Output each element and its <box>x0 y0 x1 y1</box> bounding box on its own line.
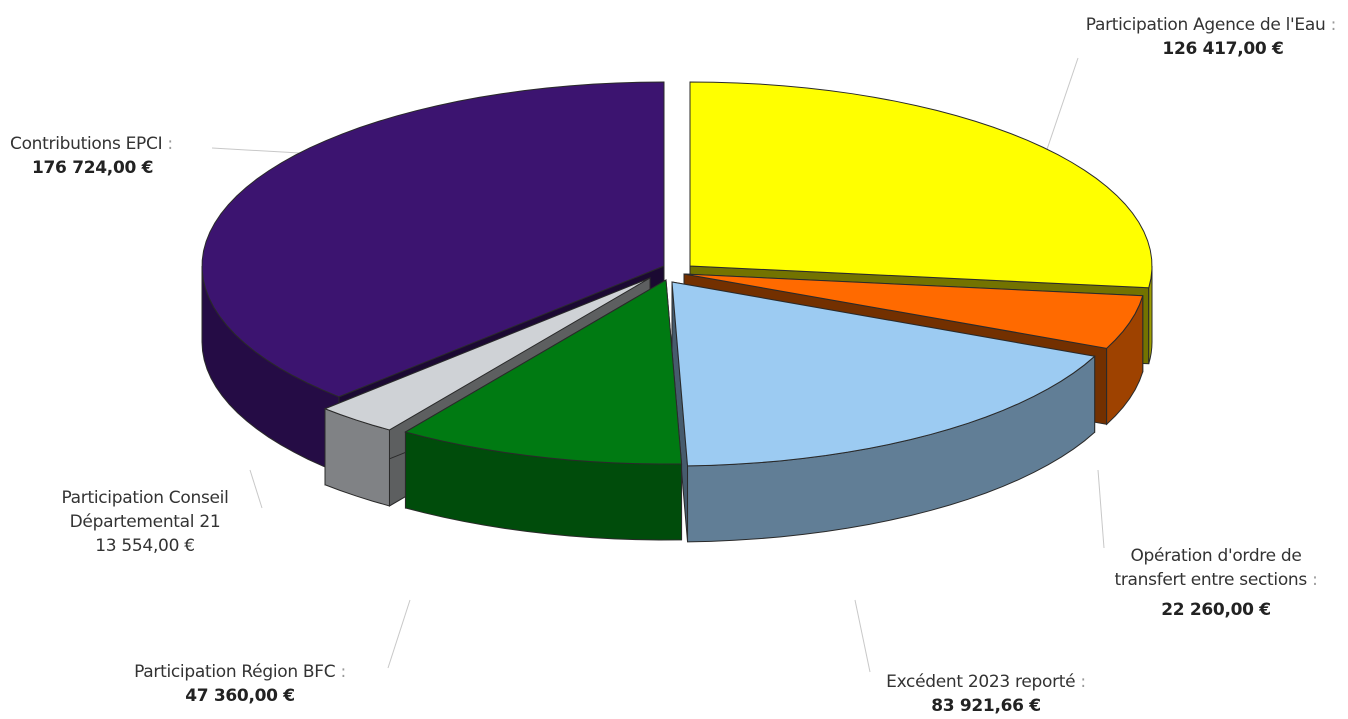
label-agence-amount: 126 417,00 € <box>1162 39 1284 59</box>
label-agence: Participation Agence de l'Eau : 126 417,… <box>1000 13 1337 61</box>
label-region: Participation Région BFC : 47 360,00 € <box>100 660 380 708</box>
pie-slice-excedent <box>671 281 1096 543</box>
label-operation-line2: transfert entre sections <box>1114 570 1307 590</box>
label-operation-line1: Opération d'ordre de <box>1130 546 1302 566</box>
leader-line-operation <box>1097 469 1105 549</box>
label-conseil-line2: Départemental 21 <box>69 512 221 532</box>
pie-slice-top-conseil <box>323 277 651 431</box>
label-agence-colon: : <box>1330 15 1337 35</box>
leader-line-excedent <box>854 599 871 673</box>
pie-slice-top-agence <box>689 81 1153 289</box>
label-excedent-amount: 83 921,66 € <box>931 696 1041 716</box>
label-region-name: Participation Région BFC <box>134 662 336 682</box>
pie-slice-region <box>404 279 683 541</box>
pie-slice-top-excedent <box>671 281 1096 467</box>
pie-slice-top-epci <box>201 81 665 398</box>
leader-line-region <box>387 599 411 669</box>
label-excedent: Excédent 2023 reporté : 83 921,66 € <box>860 670 1112 718</box>
label-agence-name: Participation Agence de l'Eau <box>1085 15 1326 35</box>
label-conseil-line1: Participation Conseil <box>61 488 229 508</box>
label-conseil-amount: 13 554,00 € <box>95 536 195 556</box>
pie-slice-top-region <box>404 279 683 465</box>
pie-slices <box>201 81 1153 543</box>
label-region-amount: 47 360,00 € <box>185 686 295 706</box>
label-epci-amount: 176 724,00 € <box>32 158 154 178</box>
label-epci-colon: : <box>167 134 173 154</box>
label-operation-colon: : <box>1312 570 1318 590</box>
label-epci-name: Contributions EPCI <box>10 134 163 154</box>
label-excedent-colon: : <box>1080 672 1086 692</box>
pie-slice-top-operation <box>683 273 1144 349</box>
label-operation-amount: 22 260,00 € <box>1161 600 1271 620</box>
label-region-colon: : <box>340 662 346 682</box>
label-operation: Opération d'ordre de transfert entre sec… <box>1090 544 1342 622</box>
leader-line-conseil <box>249 469 263 509</box>
label-conseil: Participation Conseil Départemental 21 1… <box>20 486 270 558</box>
label-excedent-name: Excédent 2023 reporté <box>886 672 1076 692</box>
label-epci: Contributions EPCI : 176 724,00 € <box>10 132 240 180</box>
